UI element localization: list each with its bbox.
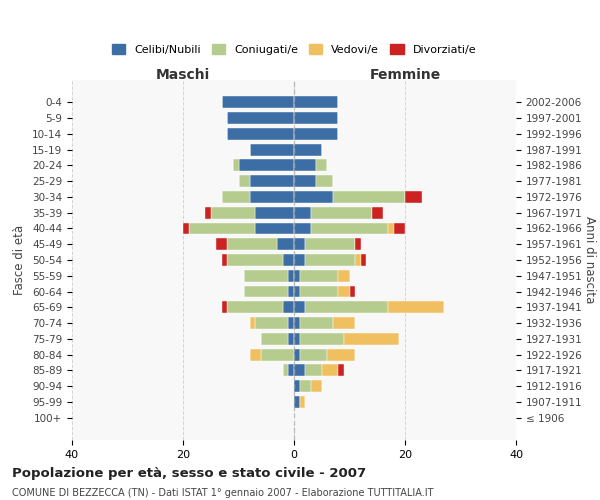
- Bar: [239, 175, 250, 187]
- Bar: [222, 302, 227, 313]
- Bar: [294, 396, 299, 408]
- Y-axis label: Fasce di età: Fasce di età: [13, 225, 26, 295]
- Bar: [344, 333, 400, 345]
- Bar: [289, 270, 294, 281]
- Text: Popolazione per età, sesso e stato civile - 2007: Popolazione per età, sesso e stato civil…: [12, 468, 366, 480]
- Bar: [289, 317, 294, 329]
- Bar: [227, 128, 294, 140]
- Bar: [328, 348, 355, 360]
- Bar: [227, 302, 283, 313]
- Bar: [244, 286, 289, 298]
- Text: Femmine: Femmine: [370, 68, 440, 82]
- Bar: [372, 207, 383, 218]
- Bar: [260, 348, 294, 360]
- Bar: [294, 254, 305, 266]
- Bar: [294, 348, 299, 360]
- Bar: [299, 317, 333, 329]
- Bar: [255, 222, 294, 234]
- Bar: [283, 254, 294, 266]
- Bar: [277, 238, 294, 250]
- Bar: [311, 380, 322, 392]
- Bar: [289, 333, 294, 345]
- Bar: [294, 144, 322, 156]
- Bar: [333, 191, 405, 203]
- Bar: [294, 207, 311, 218]
- Bar: [211, 207, 255, 218]
- Bar: [316, 175, 333, 187]
- Bar: [394, 222, 405, 234]
- Bar: [294, 222, 311, 234]
- Bar: [294, 270, 299, 281]
- Bar: [294, 175, 316, 187]
- Bar: [311, 207, 372, 218]
- Bar: [338, 364, 344, 376]
- Bar: [188, 222, 255, 234]
- Bar: [294, 286, 299, 298]
- Bar: [289, 364, 294, 376]
- Legend: Celibi/Nubili, Coniugati/e, Vedovi/e, Divorziati/e: Celibi/Nubili, Coniugati/e, Vedovi/e, Di…: [106, 39, 482, 60]
- Bar: [355, 254, 361, 266]
- Bar: [250, 175, 294, 187]
- Bar: [294, 112, 338, 124]
- Bar: [222, 96, 294, 108]
- Bar: [305, 254, 355, 266]
- Bar: [355, 238, 361, 250]
- Bar: [294, 333, 299, 345]
- Text: COMUNE DI BEZZECCA (TN) - Dati ISTAT 1° gennaio 2007 - Elaborazione TUTTITALIA.I: COMUNE DI BEZZECCA (TN) - Dati ISTAT 1° …: [12, 488, 433, 498]
- Bar: [299, 270, 338, 281]
- Bar: [338, 270, 349, 281]
- Bar: [216, 238, 227, 250]
- Bar: [260, 333, 289, 345]
- Bar: [299, 396, 305, 408]
- Bar: [183, 222, 188, 234]
- Bar: [294, 317, 299, 329]
- Bar: [255, 317, 289, 329]
- Bar: [333, 317, 355, 329]
- Text: Maschi: Maschi: [156, 68, 210, 82]
- Bar: [349, 286, 355, 298]
- Bar: [299, 286, 338, 298]
- Bar: [294, 96, 338, 108]
- Bar: [250, 191, 294, 203]
- Bar: [255, 207, 294, 218]
- Bar: [294, 302, 305, 313]
- Bar: [316, 160, 328, 172]
- Bar: [222, 254, 227, 266]
- Bar: [227, 238, 277, 250]
- Y-axis label: Anni di nascita: Anni di nascita: [583, 216, 596, 304]
- Bar: [361, 254, 366, 266]
- Bar: [322, 364, 338, 376]
- Bar: [299, 380, 311, 392]
- Bar: [244, 270, 289, 281]
- Bar: [294, 160, 316, 172]
- Bar: [250, 317, 255, 329]
- Bar: [338, 286, 349, 298]
- Bar: [227, 254, 283, 266]
- Bar: [250, 144, 294, 156]
- Bar: [299, 333, 344, 345]
- Bar: [250, 348, 260, 360]
- Bar: [305, 238, 355, 250]
- Bar: [388, 222, 394, 234]
- Bar: [305, 364, 322, 376]
- Bar: [239, 160, 294, 172]
- Bar: [294, 191, 333, 203]
- Bar: [294, 364, 305, 376]
- Bar: [205, 207, 211, 218]
- Bar: [283, 364, 289, 376]
- Bar: [233, 160, 239, 172]
- Bar: [305, 302, 388, 313]
- Bar: [388, 302, 444, 313]
- Bar: [405, 191, 422, 203]
- Bar: [294, 380, 299, 392]
- Bar: [222, 191, 250, 203]
- Bar: [227, 112, 294, 124]
- Bar: [299, 348, 328, 360]
- Bar: [294, 128, 338, 140]
- Bar: [294, 238, 305, 250]
- Bar: [283, 302, 294, 313]
- Bar: [289, 286, 294, 298]
- Bar: [311, 222, 388, 234]
